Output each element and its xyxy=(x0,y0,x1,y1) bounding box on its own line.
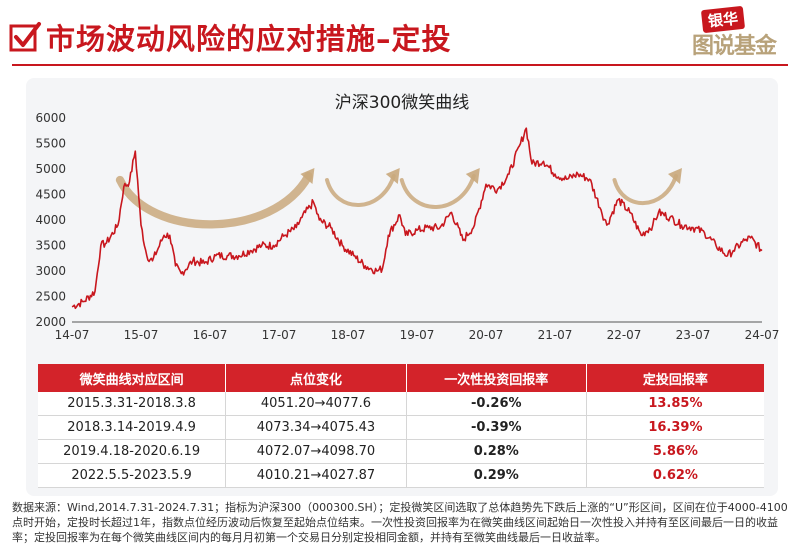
page-title: 市场波动风险的应对措施–定投 xyxy=(46,22,452,56)
cell-dca: 5.86% xyxy=(586,439,764,464)
cell-range: 2015.3.31-2018.3.8 xyxy=(38,392,227,416)
table-header-row: 微笑曲线对应区间 点位变化 一次性投资回报率 定投回报率 xyxy=(38,364,764,392)
x-tick-label: 22-07 xyxy=(607,328,642,342)
smile-arrowhead-icon xyxy=(385,168,400,184)
page-header: 市场波动风险的应对措施–定投 xyxy=(0,0,800,72)
cell-points: 4010.21→4027.87 xyxy=(225,463,407,488)
y-tick-label: 5000 xyxy=(35,162,66,176)
x-tick-label: 21-07 xyxy=(538,328,573,342)
returns-table: 微笑曲线对应区间 点位变化 一次性投资回报率 定投回报率 2015.3.31-2… xyxy=(38,364,764,488)
x-axis: 14-07 15-07 16-07 17-07 18-07 19-07 20-07 21-07… xyxy=(55,321,780,342)
cell-range: 2018.3.14-2019.4.9 xyxy=(38,415,227,440)
series-line-0 xyxy=(71,127,763,310)
cell-points: 4072.07→4098.70 xyxy=(225,439,407,464)
y-tick-label: 3000 xyxy=(35,264,66,278)
smile-curve xyxy=(325,174,396,207)
smile-curve xyxy=(399,174,476,209)
chart-title: 沪深300微笑曲线 xyxy=(334,93,470,113)
checkbox-check-icon xyxy=(9,22,41,52)
cell-range: 2019.4.18-2020.6.19 xyxy=(38,439,227,464)
smile-curve xyxy=(612,174,678,205)
y-tick-label: 3500 xyxy=(35,239,66,253)
brand-logo: 银华 图说基金 xyxy=(692,5,792,64)
cell-dca: 16.39% xyxy=(586,415,764,440)
y-tick-label: 6000 xyxy=(35,111,66,125)
col-header-lumpsum: 一次性投资回报率 xyxy=(406,364,587,392)
x-tick-label: 23-07 xyxy=(676,328,711,342)
footnote: 数据来源：Wind,2014.7.31-2024.7.31；指标为沪深300（0… xyxy=(12,501,788,544)
y-tick-label: 2500 xyxy=(35,290,66,304)
y-tick-label: 5500 xyxy=(35,137,66,151)
cell-lumpsum: 0.29% xyxy=(406,463,587,488)
table-row: 2019.4.18-2020.6.19 4072.07→4098.70 0.28… xyxy=(38,439,764,464)
title-underline xyxy=(12,64,788,66)
cell-range: 2022.5.5-2023.5.9 xyxy=(38,463,227,488)
x-tick-label: 24-07 xyxy=(745,328,780,342)
y-tick-label: 2000 xyxy=(35,315,66,329)
series-lines xyxy=(71,127,763,310)
col-header-points: 点位变化 xyxy=(225,364,407,392)
col-header-range: 微笑曲线对应区间 xyxy=(38,364,227,392)
y-tick-label: 4000 xyxy=(35,213,66,227)
x-tick-label: 15-07 xyxy=(124,328,159,342)
x-tick-label: 17-07 xyxy=(262,328,297,342)
cell-points: 4073.34→4075.43 xyxy=(225,415,407,440)
x-tick-label: 18-07 xyxy=(331,328,366,342)
cell-points: 4051.20→4077.6 xyxy=(225,392,407,416)
cell-lumpsum: -0.26% xyxy=(406,392,587,416)
table-row: 2018.3.14-2019.4.9 4073.34→4075.43 -0.39… xyxy=(38,415,764,440)
x-tick-label: 16-07 xyxy=(193,328,228,342)
cell-lumpsum: 0.28% xyxy=(406,439,587,464)
table-row: 2022.5.5-2023.5.9 4010.21→4027.87 0.29% … xyxy=(38,463,764,488)
col-header-dca: 定投回报率 xyxy=(586,364,764,392)
x-tick-label: 19-07 xyxy=(400,328,435,342)
smile-arrowhead-icon xyxy=(465,168,480,184)
x-tick-label: 20-07 xyxy=(469,328,504,342)
smile-curve xyxy=(115,171,313,229)
line-chart: 2000 2500 3000 3500 4000 4500 5000 5500 6000 14-… xyxy=(35,111,780,342)
cell-dca: 0.62% xyxy=(586,463,764,488)
x-tick-label: 14-07 xyxy=(55,328,90,342)
smile-arrowhead-icon xyxy=(300,168,315,184)
smile-arrowhead-icon xyxy=(667,168,682,184)
y-tick-label: 4500 xyxy=(35,188,66,202)
smile-arrows xyxy=(115,168,682,229)
cell-lumpsum: -0.39% xyxy=(406,415,587,440)
logo-slogan: 图说基金 xyxy=(692,34,777,59)
cell-dca: 13.85% xyxy=(586,392,764,416)
y-axis: 2000 2500 3000 3500 4000 4500 5000 5500 6000 xyxy=(35,111,66,329)
table-row: 2015.3.31-2018.3.8 4051.20→4077.6 -0.26%… xyxy=(38,392,764,416)
